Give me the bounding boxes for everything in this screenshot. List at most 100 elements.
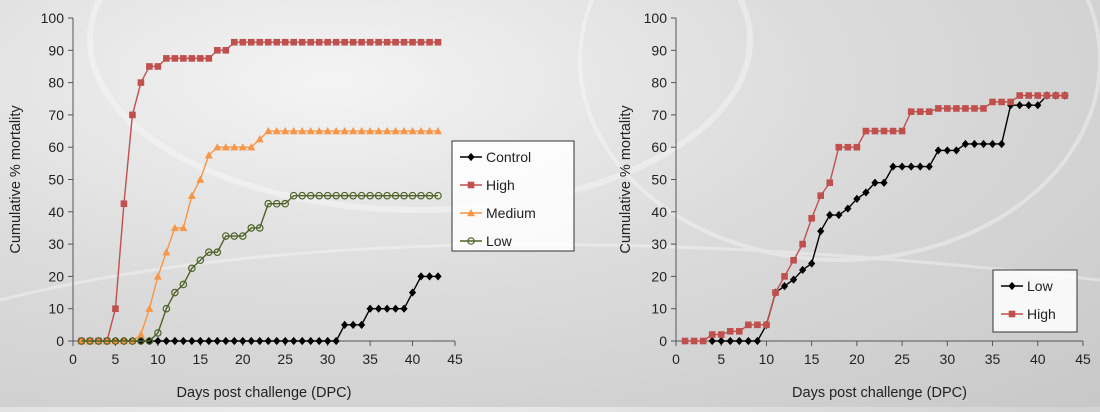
data-point [103, 337, 111, 345]
data-point [952, 146, 960, 155]
chart-left: 0 10 20 30 40 50 60 70 80 90 100 0 5 10 15 20 25 30 35 40 45… [8, 10, 575, 401]
data-point [120, 200, 128, 208]
data-point [907, 108, 915, 115]
data-point [180, 55, 187, 62]
data-point [366, 304, 374, 313]
data-point [374, 191, 383, 200]
data-point [230, 232, 239, 240]
data-point [916, 108, 924, 115]
y-tick-label: 20 [48, 268, 64, 284]
data-point [862, 188, 870, 197]
data-point [298, 191, 307, 200]
data-point [844, 143, 852, 151]
data-point [1025, 92, 1033, 99]
data-point [989, 98, 996, 106]
data-point [289, 127, 298, 135]
data-point [239, 38, 247, 46]
data-point [197, 55, 204, 62]
data-point [323, 191, 332, 200]
x-tick-label: 20 [849, 351, 865, 367]
data-point [112, 305, 119, 312]
data-point [799, 240, 806, 248]
data-point [179, 336, 187, 346]
data-point [383, 304, 391, 313]
data-point [808, 259, 816, 268]
data-point [179, 280, 188, 289]
legend-item: High [460, 177, 515, 193]
data-point [1016, 92, 1023, 99]
y-tick-label: 80 [651, 75, 667, 91]
data-point [753, 336, 761, 346]
data-point [179, 223, 188, 232]
data-point [690, 337, 698, 345]
data-point [315, 38, 323, 46]
data-point [400, 38, 408, 46]
data-point [853, 143, 861, 151]
legend-label: Low [1027, 278, 1054, 294]
x-tick-label: 45 [447, 351, 463, 367]
data-point [1025, 101, 1033, 110]
x-tick-label: 25 [894, 351, 910, 367]
data-point [256, 336, 264, 346]
data-point [332, 38, 340, 46]
y-tick-label: 90 [48, 42, 64, 58]
data-point [129, 111, 136, 119]
data-point [971, 105, 978, 112]
data-point [77, 337, 86, 345]
data-point [273, 38, 281, 46]
data-point [281, 336, 289, 346]
y-tick-label: 60 [48, 139, 64, 155]
data-point [204, 151, 213, 159]
data-point [817, 192, 825, 199]
data-point [357, 127, 366, 135]
data-point [408, 191, 417, 200]
data-point [281, 127, 290, 135]
data-point [332, 127, 341, 135]
data-point [306, 127, 315, 135]
legend: Low High [992, 269, 1078, 333]
x-tick-label: 15 [193, 351, 209, 367]
data-point [171, 336, 179, 346]
data-point [306, 191, 315, 200]
data-point [230, 143, 239, 151]
data-point [425, 191, 434, 200]
x-axis-label: Days post challenge (DPC) [792, 385, 967, 401]
data-point [699, 337, 707, 345]
legend-item: Low [460, 233, 513, 249]
y-tick-label: 0 [56, 333, 64, 349]
x-tick-label: 30 [940, 351, 956, 367]
data-point [383, 191, 391, 200]
data-point [434, 38, 442, 46]
data-point [213, 143, 222, 151]
data-point [1034, 101, 1042, 110]
data-point [154, 329, 162, 337]
data-point [349, 320, 357, 329]
data-point [763, 321, 770, 329]
data-point [255, 224, 264, 232]
legend-item: High [1001, 306, 1056, 322]
x-tick-label: 40 [405, 351, 421, 367]
data-point [247, 224, 256, 232]
data-point [213, 336, 221, 346]
data-point [970, 139, 979, 149]
data-point [86, 337, 94, 345]
data-point [272, 199, 281, 208]
legend-label: Control [486, 149, 531, 165]
series-line [81, 194, 439, 342]
data-point [817, 227, 825, 236]
data-point [391, 191, 400, 200]
data-point [238, 143, 247, 151]
x-tick-label: 45 [1075, 351, 1091, 367]
x-tick-label: 5 [717, 351, 725, 367]
data-point [726, 336, 734, 346]
data-point [307, 336, 315, 346]
data-point [188, 264, 196, 273]
series-medium [77, 127, 443, 345]
data-point [434, 191, 442, 200]
data-point [980, 105, 987, 112]
data-point [230, 38, 238, 46]
data-point [205, 55, 213, 62]
data-point [998, 139, 1006, 149]
data-point [681, 337, 689, 345]
